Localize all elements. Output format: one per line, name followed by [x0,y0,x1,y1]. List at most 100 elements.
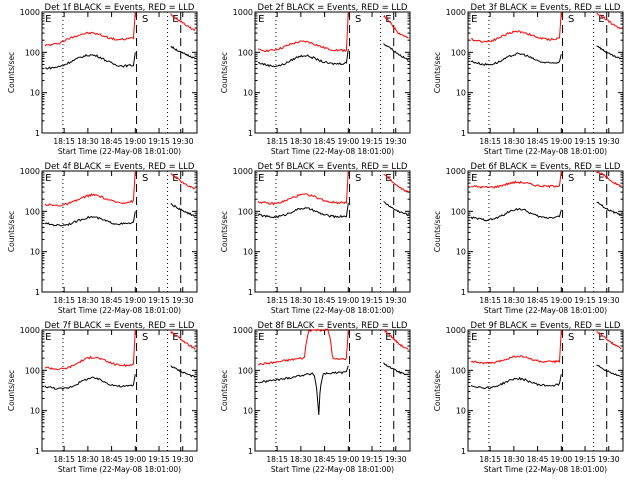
event-marker-label: E [45,14,51,25]
detector-panel: Det 3f BLACK = Events, RED = LLD 1 10 100 10… [433,3,624,156]
event-marker-label: E [471,14,477,25]
plot-frame [41,329,198,452]
event-marker-label: E [598,14,604,25]
lld-series-line [383,174,409,193]
x-tick-label: 19:00 [125,455,147,464]
events-series-line [596,201,622,217]
x-tick-label: 19:00 [551,455,573,464]
event-marker-label: S [355,332,361,343]
y-tick-label: 100 [451,207,466,216]
y-tick-label: 1 [461,288,466,297]
event-marker-label: S [142,14,148,25]
panel-title: Det 7f BLACK = Events, RED = LLD [45,321,195,331]
panel-title: Det 4f BLACK = Events, RED = LLD [45,162,195,172]
y-axis-label: Counts/sec [433,370,442,411]
plot-frame [254,170,411,293]
events-series-line [470,52,562,66]
y-tick-label: 1 [461,447,466,456]
x-tick-label: 18:15 [53,455,75,464]
x-axis-label: Start Time (22-May-08 18:01:00) [484,306,607,315]
x-tick-label: 18:45 [527,137,549,146]
y-tick-label: 10 [243,248,253,257]
x-tick-label: 19:00 [551,296,573,305]
detector-panel: Det 9f BLACK = Events, RED = LLD 1 10 100 10… [433,321,624,474]
y-tick-label: 1 [35,447,40,456]
plot-frame [467,170,624,293]
x-tick-label: 19:30 [598,137,620,146]
x-tick-label: 19:00 [551,137,573,146]
event-marker-label: E [258,173,264,184]
y-tick-label: 1000 [233,8,253,17]
x-axis-label: Start Time (22-May-08 18:01:00) [58,465,181,474]
x-tick-label: 18:15 [266,296,288,305]
detector-panel: Det 5f BLACK = Events, RED = LLD 1 10 100 10… [220,162,411,315]
x-tick-label: 18:45 [101,137,123,146]
x-tick-label: 19:15 [148,296,170,305]
event-marker-label: E [258,332,264,343]
x-tick-label: 18:15 [479,455,501,464]
event-marker-label: S [568,14,574,25]
lld-series-line [471,11,562,43]
x-axis-label: Start Time (22-May-08 18:01:00) [271,147,394,156]
events-series-line [170,203,196,217]
y-tick-label: 1000 [446,326,466,335]
lld-series-line [383,329,409,351]
lld-series-line [45,329,136,371]
y-axis-label: Counts/sec [433,211,442,252]
x-tick-label: 18:15 [266,137,288,146]
events-series-line [257,203,349,219]
x-tick-label: 19:30 [385,137,407,146]
y-tick-label: 10 [456,248,466,257]
x-axis-label: Start Time (22-May-08 18:01:00) [484,147,607,156]
y-tick-label: 10 [30,248,40,257]
events-series-line [383,362,409,376]
x-tick-label: 19:15 [361,455,383,464]
lld-series-line [596,171,622,188]
x-tick-label: 19:15 [574,296,596,305]
x-tick-label: 18:15 [266,455,288,464]
x-tick-label: 18:30 [290,455,312,464]
events-series-line [470,207,562,222]
y-tick-label: 10 [243,407,253,416]
y-axis-label: Counts/sec [220,52,229,93]
x-tick-label: 18:15 [479,296,501,305]
x-tick-label: 18:45 [527,455,549,464]
x-tick-label: 19:30 [172,455,194,464]
lld-series-line [257,328,349,366]
x-axis-label: Start Time (22-May-08 18:01:00) [484,465,607,474]
y-tick-label: 100 [451,48,466,57]
x-axis-label: Start Time (22-May-08 18:01:00) [58,306,181,315]
x-tick-label: 19:15 [361,296,383,305]
x-tick-label: 18:30 [77,137,99,146]
lld-series-line [596,12,622,30]
x-tick-label: 19:15 [574,137,596,146]
y-tick-label: 10 [30,407,40,416]
x-tick-label: 18:15 [53,137,75,146]
x-tick-label: 18:15 [53,296,75,305]
y-axis-label: Counts/sec [7,52,16,93]
event-marker-label: S [568,173,574,184]
plot-frame [254,329,411,452]
x-tick-label: 19:00 [125,296,147,305]
event-marker-label: S [355,173,361,184]
x-tick-label: 19:15 [148,137,170,146]
x-tick-label: 18:30 [77,296,99,305]
events-series-line [383,43,409,61]
event-marker-label: S [142,173,148,184]
events-series-line [596,45,622,60]
x-tick-label: 18:15 [479,137,501,146]
x-tick-label: 18:45 [314,455,336,464]
x-tick-label: 19:00 [338,137,360,146]
panel-title: Det 9f BLACK = Events, RED = LLD [471,321,621,331]
x-tick-label: 18:30 [290,296,312,305]
event-marker-label: S [568,332,574,343]
events-series-line [383,201,409,217]
y-tick-label: 10 [456,89,466,98]
y-tick-label: 1000 [233,326,253,335]
y-tick-label: 1 [461,129,466,138]
x-tick-label: 18:45 [314,296,336,305]
y-tick-label: 1 [35,129,40,138]
x-tick-label: 18:30 [503,296,525,305]
x-tick-label: 18:30 [503,455,525,464]
